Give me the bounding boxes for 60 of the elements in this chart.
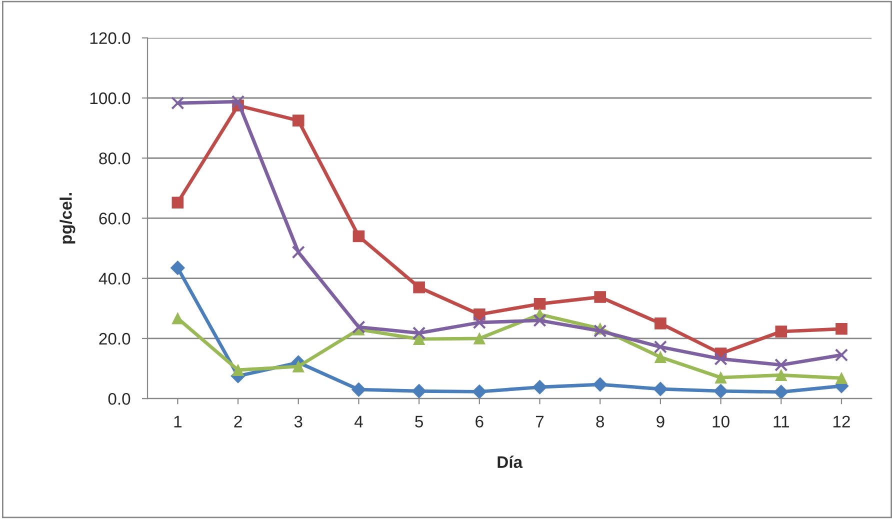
point xyxy=(171,96,184,110)
point xyxy=(352,320,366,334)
point xyxy=(714,372,727,384)
point xyxy=(593,324,607,338)
x-tick-label: 8 xyxy=(596,416,604,428)
x-tick-label: 10 xyxy=(712,416,730,428)
x-tick-label: 12 xyxy=(833,416,850,428)
point xyxy=(654,340,668,354)
point xyxy=(775,326,788,338)
point xyxy=(534,298,546,310)
point xyxy=(714,352,728,366)
point xyxy=(653,382,668,396)
point xyxy=(292,246,305,259)
point xyxy=(352,230,365,242)
point xyxy=(292,360,304,372)
point xyxy=(474,332,486,344)
point xyxy=(654,318,666,330)
point xyxy=(170,260,185,276)
point xyxy=(351,382,366,397)
x-axis-title: Día xyxy=(498,456,523,468)
point xyxy=(774,384,788,399)
y-axis-title: pg/cel. xyxy=(60,192,76,244)
y-tick-label: 20.0 xyxy=(99,332,130,345)
point xyxy=(412,326,426,340)
point xyxy=(472,316,486,330)
y-tick-label: 40.0 xyxy=(98,272,130,285)
x-tick-label: 1 xyxy=(174,416,182,428)
point xyxy=(532,380,547,394)
x-tick-label: 7 xyxy=(536,416,544,428)
point xyxy=(231,95,245,108)
point xyxy=(413,281,425,294)
point xyxy=(836,322,848,335)
y-tick-label: 0.0 xyxy=(108,392,130,405)
point xyxy=(533,314,546,328)
y-tick-label: 120.0 xyxy=(90,32,130,44)
point xyxy=(775,369,788,382)
point xyxy=(172,196,184,209)
x-tick-label: 9 xyxy=(656,416,664,428)
point xyxy=(412,384,426,398)
y-tick-label: 60.0 xyxy=(99,212,130,224)
point xyxy=(774,358,788,372)
x-tick-label: 4 xyxy=(354,416,363,428)
x-tick-label: 3 xyxy=(294,416,302,428)
point xyxy=(413,333,425,345)
x-tick-label: 2 xyxy=(234,416,242,428)
y-tick-label: 80.0 xyxy=(99,152,130,164)
point xyxy=(654,351,666,364)
point xyxy=(836,372,848,384)
point xyxy=(592,377,608,392)
x-tick-label: 11 xyxy=(774,416,789,428)
x-tick-label: 5 xyxy=(415,416,423,428)
point xyxy=(834,348,848,362)
point xyxy=(292,114,304,126)
x-tick-label: 6 xyxy=(476,416,484,428)
point xyxy=(594,291,606,303)
point xyxy=(172,312,184,324)
point xyxy=(714,384,728,398)
y-tick-label: 100.0 xyxy=(90,92,130,104)
point xyxy=(472,384,487,399)
point xyxy=(232,364,244,376)
